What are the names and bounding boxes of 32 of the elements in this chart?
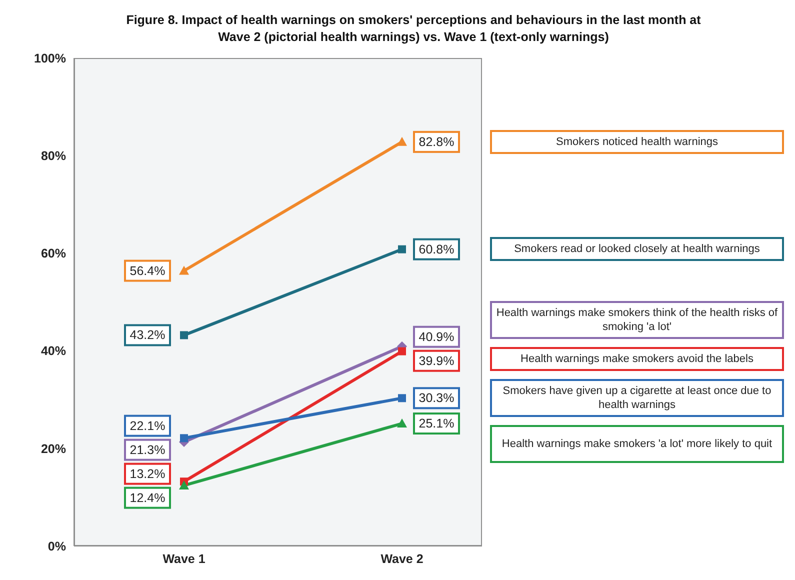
data-label: 25.1% — [418, 416, 454, 431]
data-label: 43.2% — [130, 328, 166, 342]
data-label: 30.3% — [418, 391, 454, 406]
y-tick-label: 60% — [40, 246, 66, 261]
point — [398, 394, 406, 402]
y-tick-label: 80% — [40, 149, 66, 164]
y-tick-label: 0% — [48, 539, 66, 554]
y-tick-label: 100% — [34, 51, 66, 66]
data-label: 60.8% — [418, 242, 454, 256]
data-label: 39.9% — [418, 354, 454, 368]
point — [398, 347, 406, 356]
point — [180, 331, 188, 340]
data-label: 40.9% — [418, 330, 454, 344]
text: Smokers noticed health warnings — [556, 134, 718, 149]
point — [180, 434, 188, 442]
chart-title: Figure 8. Impact of health warnings on smokers' perceptions and behaviours in the last month at Wave 2 (pictorial health warnings) vs. Wave 1 (text-only warnings) — [125, 12, 702, 46]
data-label: 22.1% — [130, 418, 166, 433]
text: Health warnings make smokers 'a lot' more likely to quit — [502, 436, 772, 451]
text: Smokers read or looked closely at health warnings — [514, 242, 760, 256]
y-tick-label: 40% — [40, 344, 66, 358]
data-label: 56.4% — [130, 264, 166, 278]
text: Health warnings make smokers avoid the labels — [520, 352, 754, 366]
text: Smokers have given up a cigarette at least once due to health warnings — [502, 384, 772, 412]
data-label: 13.2% — [130, 466, 166, 481]
data-label: 82.8% — [418, 134, 454, 149]
text: Health warnings make smokers think of the health risks of smoking 'a lot' — [496, 306, 778, 334]
point — [398, 245, 406, 254]
y-tick-label: 20% — [40, 442, 66, 456]
x-tick-label: Wave 1 — [162, 552, 206, 566]
x-tick-label: Wave 2 — [380, 552, 424, 566]
data-label: 12.4% — [130, 490, 166, 505]
data-label: 21.3% — [130, 442, 166, 457]
